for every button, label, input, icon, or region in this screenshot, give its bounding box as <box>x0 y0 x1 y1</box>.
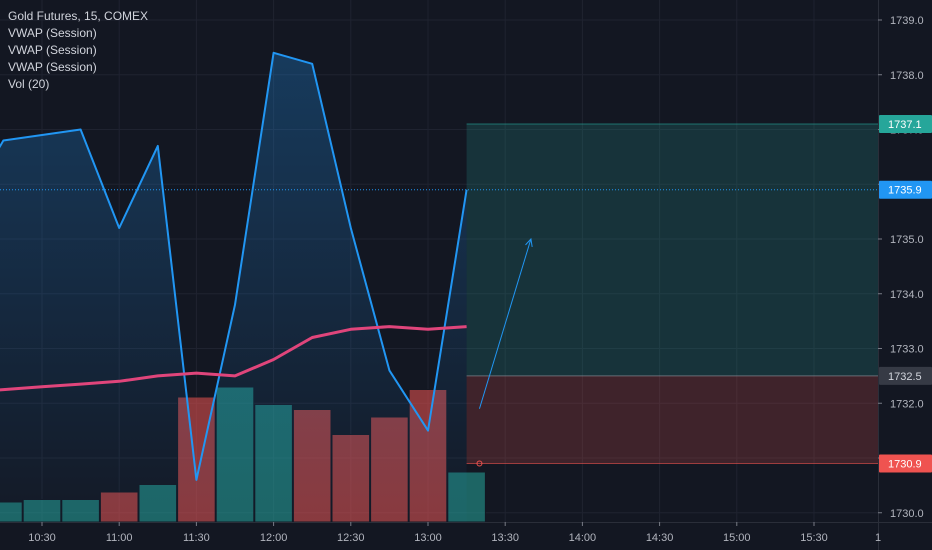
plot-area <box>0 0 878 522</box>
y-tick-label: 1739.0 <box>890 15 924 27</box>
y-tick-label: 1733.0 <box>890 344 924 356</box>
x-tick-label: 14:30 <box>646 532 674 544</box>
x-tick-label: 15:30 <box>800 532 828 544</box>
entry-price-tag-label: 1732.5 <box>888 371 922 383</box>
x-tick-label: 13:00 <box>414 532 442 544</box>
entry-marker <box>476 460 483 467</box>
last-price-tag <box>879 180 932 199</box>
vwap-line <box>0 325 467 392</box>
target-price-tag <box>879 115 932 134</box>
legend-symbol[interactable]: Gold Futures, 15, COMEX <box>8 9 149 23</box>
x-tick-label: 14:00 <box>569 532 597 544</box>
y-tick-label: 1732.0 <box>890 398 924 410</box>
entry-price-tag <box>879 366 932 385</box>
legend-indicator-vwap-3[interactable]: VWAP (Session) <box>8 60 97 74</box>
x-tick-label: 11:00 <box>106 532 133 544</box>
x-tick-label: 12:00 <box>260 532 288 544</box>
x-tick-label: 15:00 <box>723 532 751 544</box>
legend-indicator-volume[interactable]: Vol (20) <box>8 77 50 91</box>
projection-arrow <box>478 238 532 409</box>
x-tick-label-edge: 1 <box>875 532 881 544</box>
price-area <box>0 52 467 522</box>
x-tick-label: 12:30 <box>337 532 365 544</box>
y-tick-label: 1730.0 <box>890 508 924 520</box>
legend-indicator-vwap-2[interactable]: VWAP (Session) <box>8 43 97 57</box>
x-tick-label: 11:30 <box>183 532 210 544</box>
projection-arrow-head <box>525 237 533 247</box>
y-tick-label: 1734.0 <box>890 289 924 301</box>
stop-price-tag <box>879 454 932 473</box>
stop-zone <box>466 375 878 464</box>
y-tick-label: 1738.0 <box>890 70 924 82</box>
chart-legend: Gold Futures, 15, COMEX VWAP (Session) V… <box>8 8 148 93</box>
stop-price-tag-label: 1730.9 <box>888 458 922 470</box>
target-price-tag-label: 1737.1 <box>888 119 922 131</box>
target-zone <box>466 124 878 376</box>
x-tick-label: 13:30 <box>491 532 519 544</box>
last-price-tag-label: 1735.9 <box>888 185 922 197</box>
price-line <box>0 51 468 481</box>
x-tick-label: 10:30 <box>28 532 56 544</box>
y-tick-label: 1735.0 <box>890 234 924 246</box>
legend-indicator-vwap-1[interactable]: VWAP (Session) <box>8 26 97 40</box>
